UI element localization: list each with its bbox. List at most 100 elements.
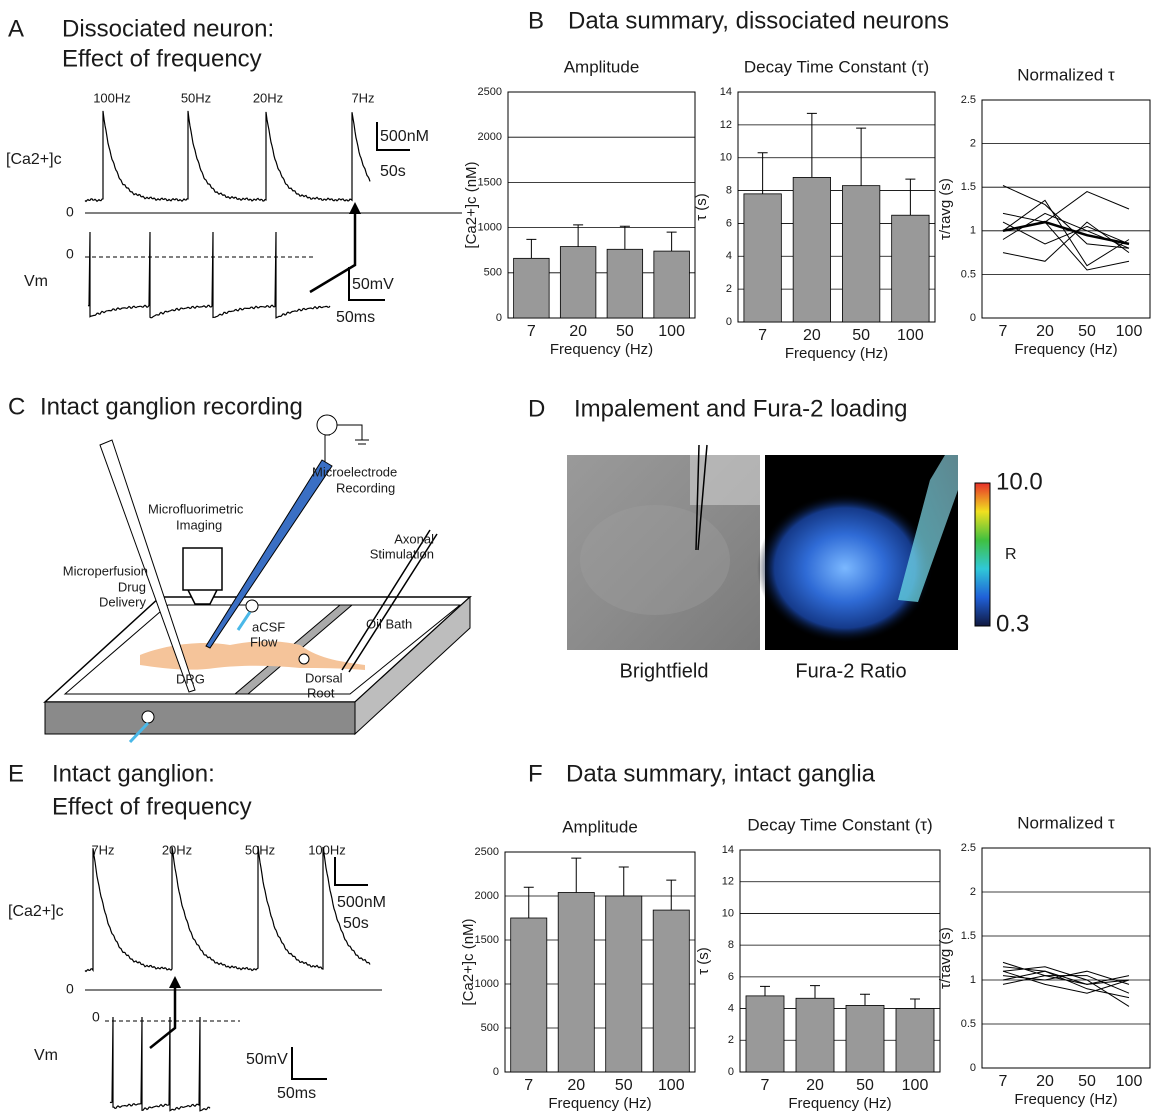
panel-title: Dissociated neuron: (62, 15, 274, 42)
frequency-label: 7Hz (351, 90, 374, 105)
y-axis-label: τ (s) (695, 947, 712, 975)
image-region (690, 455, 760, 505)
y-tick-label: 1500 (478, 176, 502, 188)
series-line (1003, 200, 1129, 265)
x-tick-label: 20 (803, 327, 821, 344)
panel-title: Intact ganglion recording (40, 393, 303, 420)
y-tick-label: 1500 (475, 934, 499, 946)
y-tick-label: 2 (726, 283, 732, 295)
y-tick-label: 0 (970, 312, 976, 324)
y-tick-label: 1 (970, 974, 976, 986)
x-tick-label: 7 (758, 327, 767, 344)
x-tick-label: 7 (761, 1077, 770, 1094)
y-tick-label: 6 (728, 971, 734, 983)
diagram-label: Dorsal (305, 670, 343, 685)
scale-label: 500nM (380, 128, 429, 145)
arrow (150, 986, 175, 1048)
x-tick-label: 20 (1036, 323, 1054, 340)
diagram-label: Microelectrode (312, 464, 397, 479)
error-bar (860, 994, 870, 1005)
y-tick-label: 2.5 (961, 842, 976, 854)
diagram-label: Imaging (176, 517, 222, 532)
y-tick-label: 0.5 (961, 1018, 976, 1030)
y-tick-label: 0 (728, 1066, 734, 1078)
x-tick-label: 20 (567, 1077, 585, 1094)
bar (796, 998, 834, 1072)
y-tick-label: 8 (726, 184, 732, 196)
x-tick-label: 100 (897, 327, 924, 344)
error-bar (856, 128, 866, 186)
diagram-label: Root (307, 685, 335, 700)
x-tick-label: 100 (1116, 323, 1143, 340)
y-tick-label: 2 (970, 886, 976, 898)
x-tick-label: 100 (658, 323, 685, 340)
vm-label: Vm (24, 273, 48, 290)
y-tick-label: 0 (493, 1066, 499, 1078)
outlet (142, 711, 154, 723)
error-bar (910, 999, 920, 1009)
bar (514, 258, 550, 318)
colorbar (975, 483, 990, 626)
colorbar-label: 10.0 (996, 468, 1043, 495)
inlet (246, 600, 258, 612)
y-tick-label: 2500 (475, 846, 499, 858)
figure: A Dissociated neuron: Effect of frequenc… (0, 0, 1159, 1114)
bar (892, 215, 929, 322)
x-axis-label: Frequency (Hz) (1014, 1091, 1117, 1108)
error-bar (758, 153, 768, 194)
plot-frame (982, 848, 1150, 1068)
chart-title: Normalized τ (1017, 813, 1115, 832)
y-tick-label: 14 (722, 844, 734, 856)
error-bar (667, 232, 677, 251)
y-tick-label: 0 (496, 312, 502, 324)
x-tick-label: 7 (524, 1077, 533, 1094)
panel-title: Intact ganglion: (52, 760, 215, 787)
x-tick-label: 100 (1116, 1073, 1143, 1090)
panel-title: Impalement and Fura-2 loading (574, 395, 908, 422)
chart-title: Decay Time Constant (τ) (744, 57, 929, 76)
bar (746, 996, 784, 1072)
panel-label: E (8, 760, 24, 787)
bar (654, 251, 690, 318)
frequency-label: 100Hz (308, 842, 346, 857)
bar (793, 177, 830, 322)
y-tick-label: 0 (726, 316, 732, 328)
ground (337, 425, 369, 444)
bar (842, 186, 879, 322)
error-bar (526, 239, 536, 258)
y-tick-label: 10 (722, 907, 734, 919)
frequency-label: 7Hz (91, 842, 114, 857)
ca-label: [Ca2+]c (8, 903, 64, 920)
frequency-label: 20Hz (253, 90, 283, 105)
panel-label: D (528, 395, 545, 422)
x-tick-label: 20 (806, 1077, 824, 1094)
vm-trace (110, 1017, 210, 1111)
y-tick-label: 10 (720, 152, 732, 164)
diagram-label: DRG (176, 671, 205, 686)
bar (607, 249, 643, 318)
y-tick-label: 1.5 (961, 930, 976, 942)
panel-label: C (8, 393, 25, 420)
y-axis-label: [Ca2+]c (nM) (460, 918, 477, 1005)
scale-label: 50s (380, 163, 406, 180)
error-bar (620, 226, 630, 249)
cell-outline (580, 505, 730, 615)
y-tick-label: 2500 (478, 86, 502, 98)
bar (558, 892, 594, 1072)
bar (653, 910, 689, 1072)
panel-e: E Intact ganglion: Effect of frequency 7… (8, 760, 386, 1102)
error-bar (760, 986, 770, 996)
panel-title: Data summary, dissociated neurons (568, 7, 949, 34)
error-bar (810, 986, 820, 999)
scale-label: 50mV (246, 1051, 288, 1068)
zero-label: 0 (66, 204, 74, 220)
y-tick-label: 500 (484, 267, 502, 279)
x-axis-label: Frequency (Hz) (785, 345, 888, 362)
y-tick-label: 0 (970, 1062, 976, 1074)
error-bar (666, 880, 676, 910)
series-line (1003, 967, 1129, 1007)
diagram-label: Delivery (99, 594, 146, 609)
error-bar (573, 225, 583, 247)
frequency-label: 50Hz (245, 842, 275, 857)
diagram-label: Microperfusion (63, 563, 148, 578)
